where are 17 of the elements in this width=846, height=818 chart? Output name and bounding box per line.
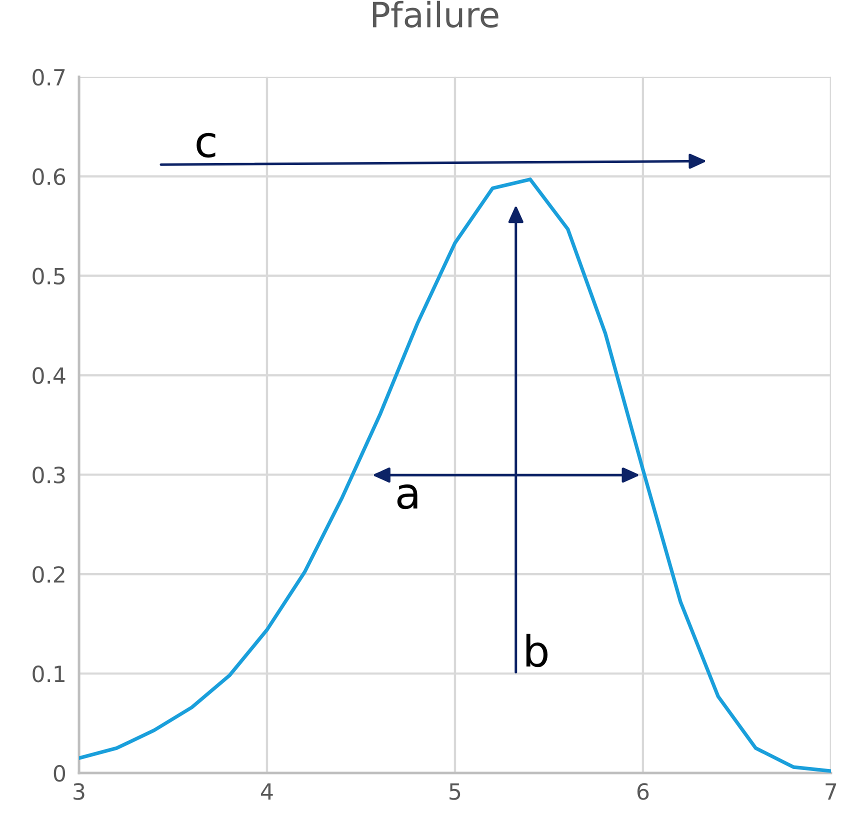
x-tick-label: 3 [74,783,84,800]
annotation: a [397,484,418,510]
x-tick-label: 4 [261,783,273,800]
y-tick-label: 0.6 [32,168,66,186]
annotation: c [196,132,216,158]
y-tick-label: 0.4 [32,367,66,384]
y-tick-label: 0.3 [32,466,65,484]
y-tick-label: 0.1 [32,666,64,682]
x-tick-label: 5 [450,783,460,800]
y-tick-label: 0 [54,764,66,782]
y-tick-label: 0.5 [32,268,65,285]
y-tick-label: 0.2 [32,566,64,583]
chart-title: Pfailure [372,0,498,28]
annotation: b [526,634,548,668]
x-tick-label: 6 [637,783,649,800]
y-tick-label: 0.7 [32,68,65,86]
x-tick-label: 7 [826,783,836,800]
